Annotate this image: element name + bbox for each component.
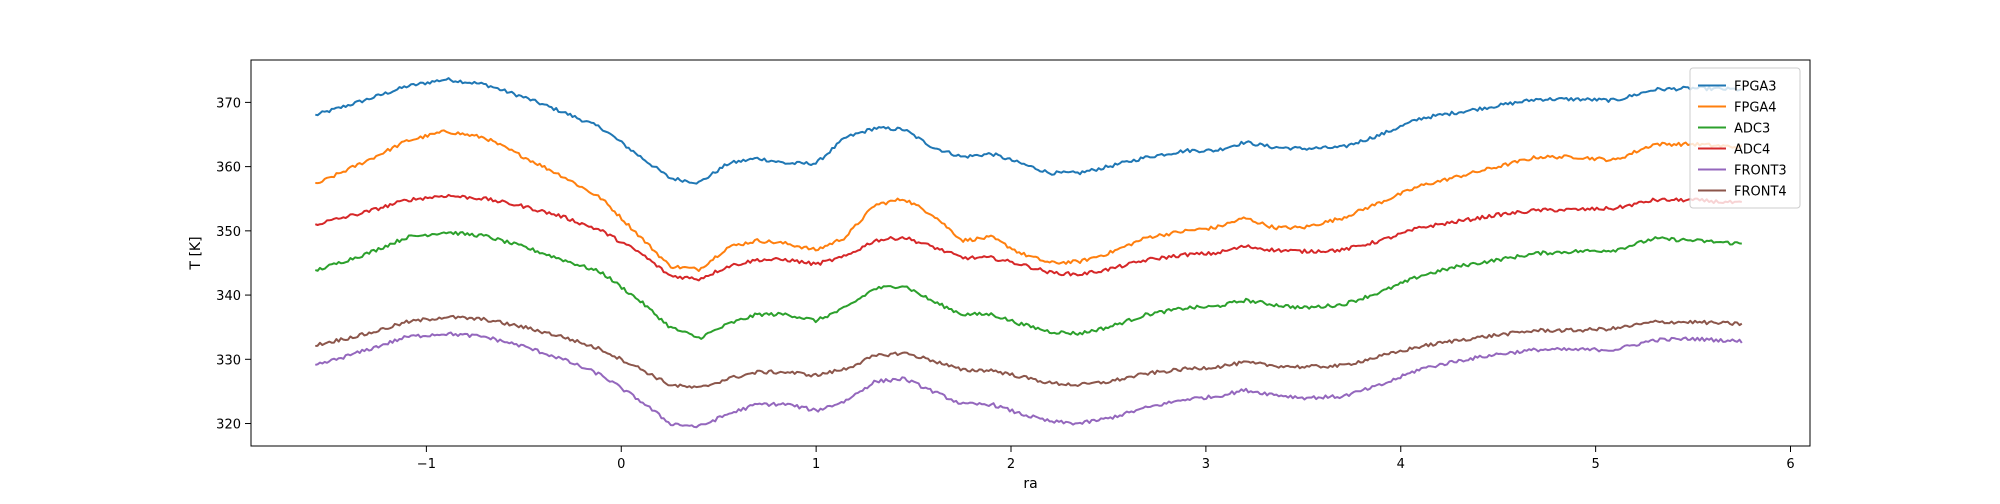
legend-label-front3: FRONT3 — [1734, 164, 1787, 179]
x-tick-label: −1 — [417, 457, 436, 472]
x-axis-label: ra — [1023, 476, 1037, 492]
legend-label-fpga3: FPGA3 — [1734, 80, 1777, 95]
legend-label-adc4: ADC4 — [1734, 143, 1770, 158]
series-line-adc3 — [315, 230, 1742, 340]
plot-frame — [250, 59, 1811, 447]
y-tick-label: 370 — [216, 96, 241, 111]
plot-area — [314, 77, 1743, 429]
legend-box — [1689, 67, 1801, 209]
x-axis: −1 0 1 2 3 4 5 6 — [417, 446, 1795, 472]
x-tick-label: 5 — [1591, 457, 1599, 472]
series-line-front4 — [315, 314, 1743, 389]
y-axis: 320 330 340 350 360 370 — [216, 96, 251, 433]
y-tick-label: 340 — [216, 289, 241, 304]
legend-label-adc3: ADC3 — [1734, 122, 1770, 137]
x-tick-label: 1 — [812, 457, 820, 472]
series-line-front3 — [315, 331, 1743, 429]
y-tick-label: 360 — [216, 161, 241, 176]
y-tick-label: 320 — [216, 418, 241, 433]
legend-label-front4: FRONT4 — [1734, 185, 1787, 200]
x-tick-label: 4 — [1397, 457, 1405, 472]
legend: FPGA3 FPGA4 ADC3 ADC4 FRONT3 FRONT4 — [1689, 67, 1801, 209]
y-tick-label: 330 — [216, 353, 241, 368]
x-tick-label: 6 — [1786, 457, 1794, 472]
series-line-fpga3 — [315, 77, 1743, 185]
x-tick-label: 2 — [1007, 457, 1015, 472]
y-tick-label: 350 — [216, 225, 241, 240]
legend-label-fpga4: FPGA4 — [1734, 101, 1777, 116]
y-axis-label: T [K] — [188, 236, 204, 270]
x-tick-label: 0 — [617, 457, 625, 472]
series-line-adc4 — [314, 193, 1743, 282]
series-line-fpga4 — [315, 129, 1742, 272]
x-tick-label: 3 — [1202, 457, 1210, 472]
